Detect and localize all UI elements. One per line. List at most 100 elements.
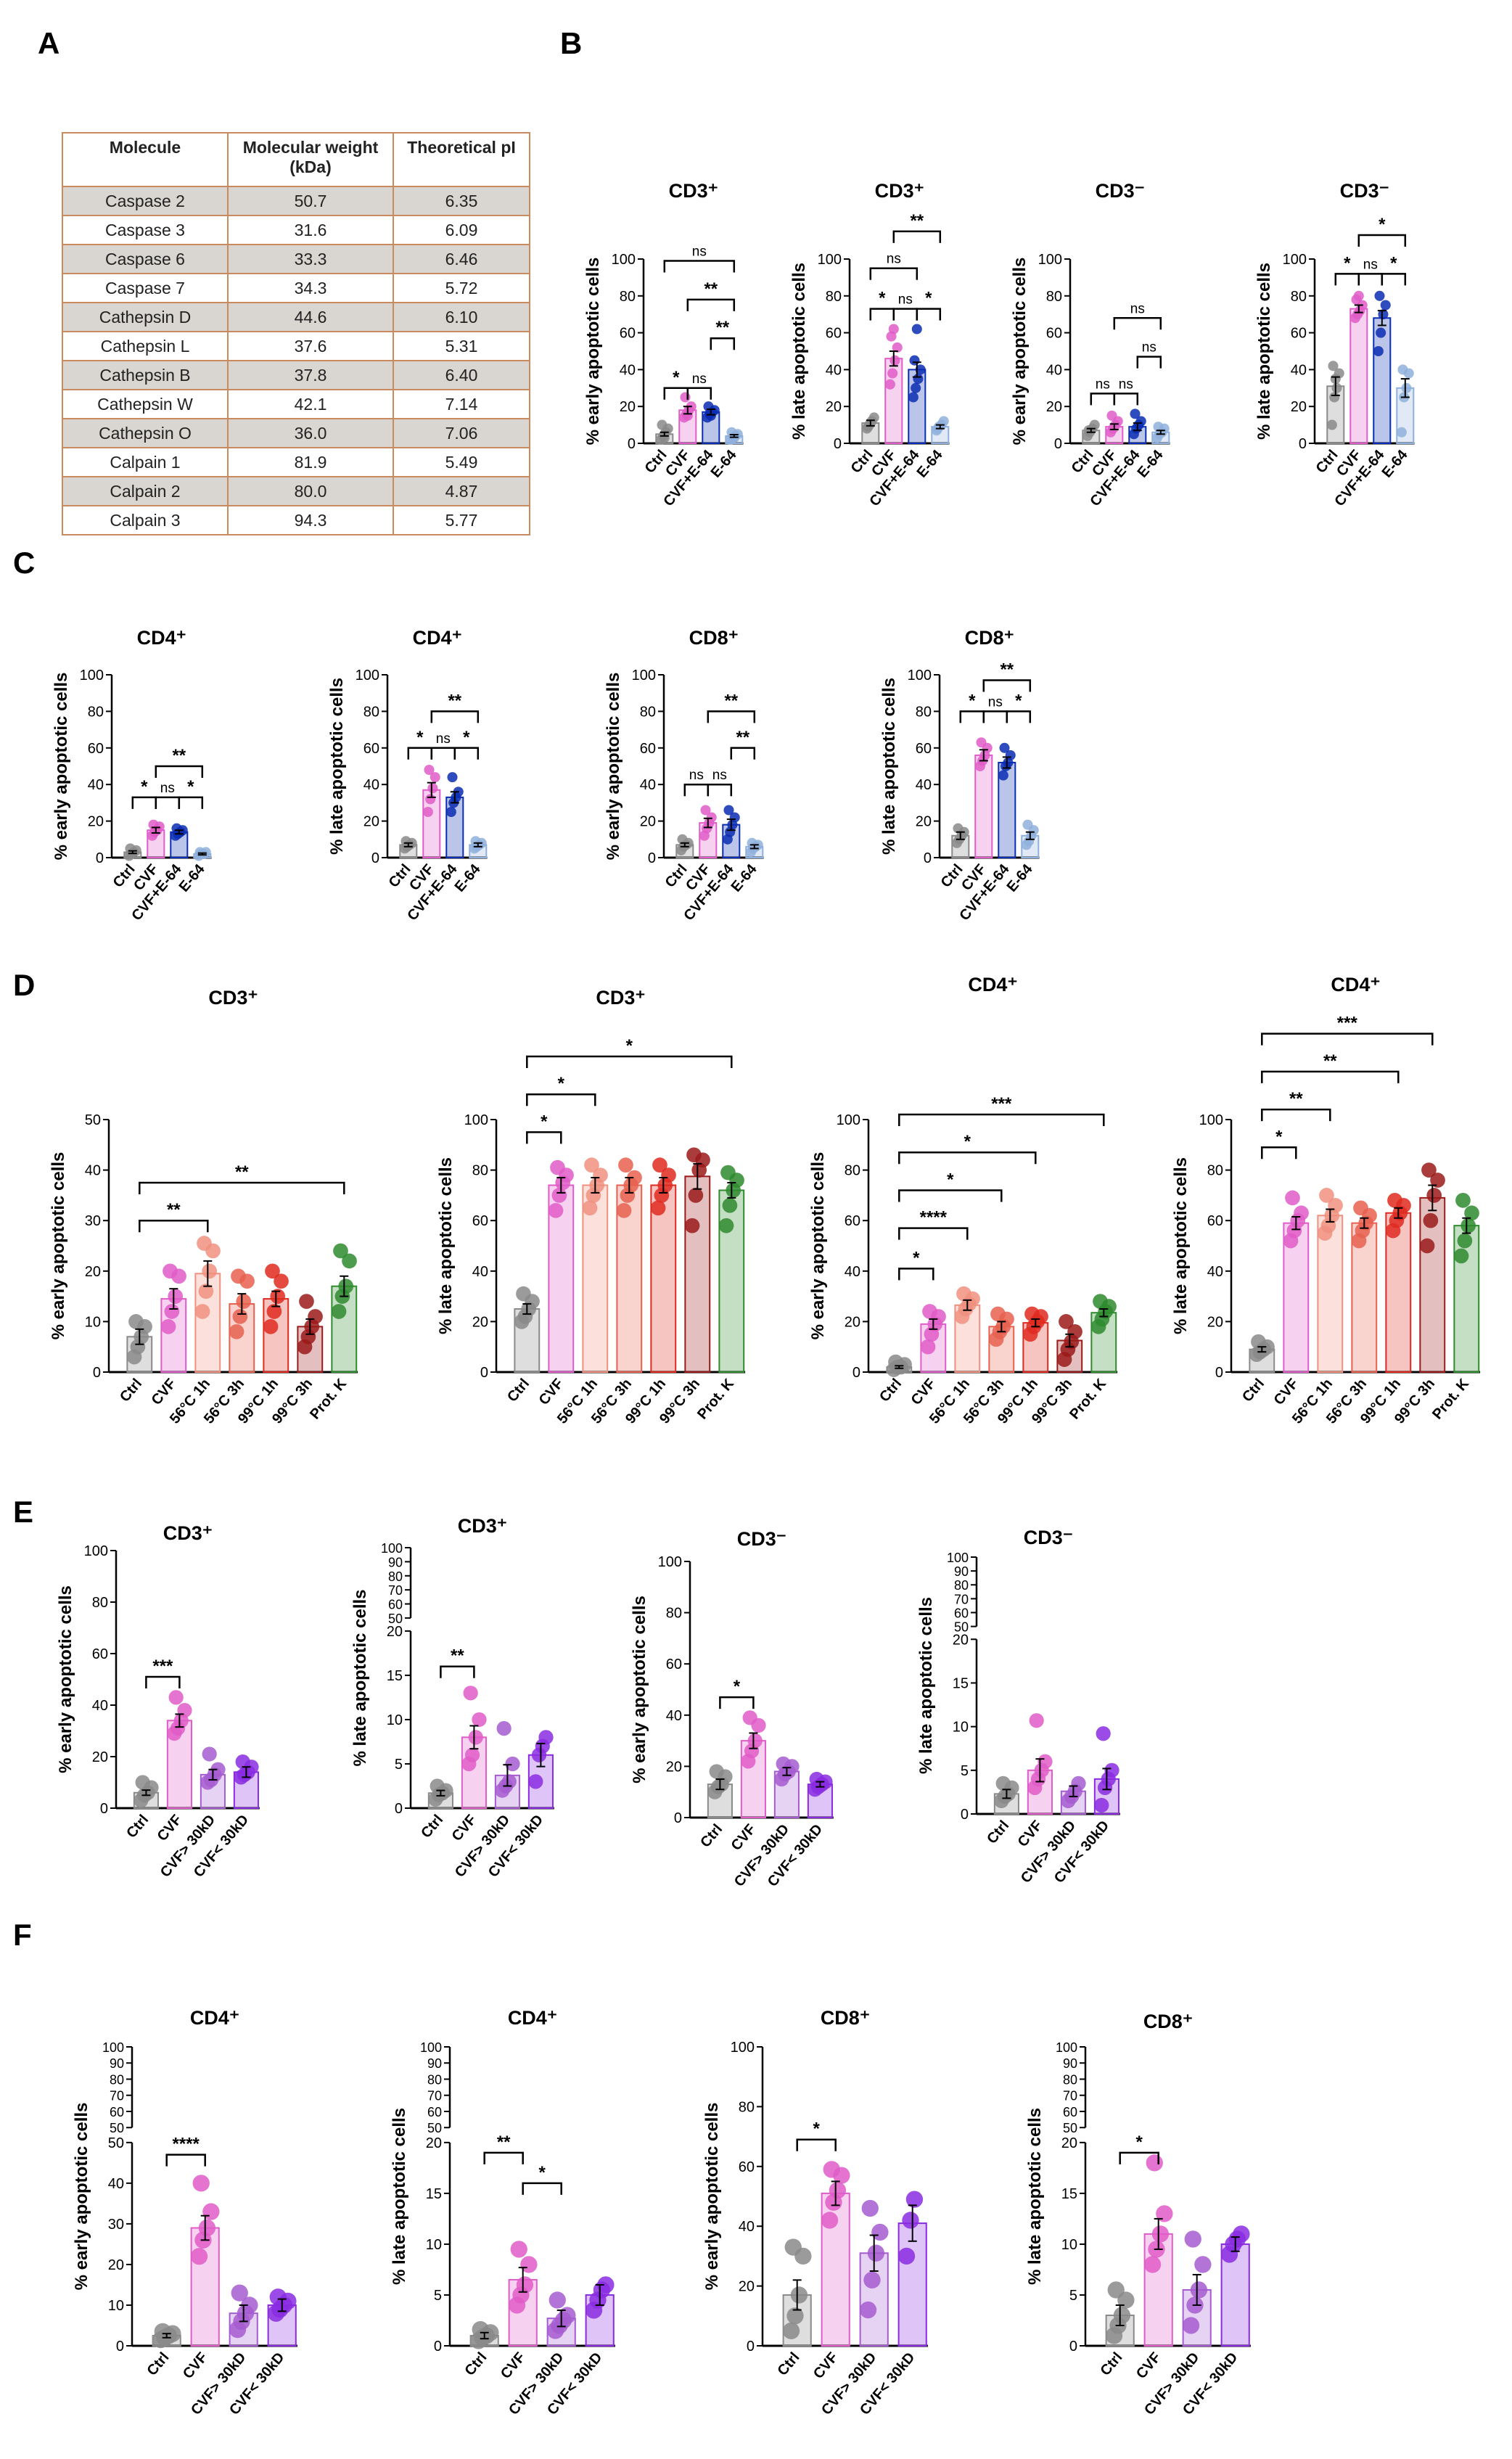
y-tick-label: 20: [666, 1759, 682, 1775]
significance-bracket: [1113, 393, 1139, 406]
y-tick-label: 20: [1046, 399, 1062, 415]
data-point: [1457, 1233, 1473, 1249]
table-row: Caspase 2 50.7 6.35: [62, 186, 530, 216]
data-point: [236, 1294, 252, 1309]
data-point: [909, 355, 920, 366]
y-tick-label: 0: [1299, 436, 1307, 452]
panel-label-d: D: [13, 968, 36, 1002]
data-point: [809, 1771, 824, 1787]
y-tick-label: 40: [108, 2176, 124, 2192]
significance-bracket: [663, 260, 736, 273]
data-point: [1331, 382, 1342, 393]
x-tick-label: Ctrl: [123, 1812, 152, 1842]
chart-d2: 0 20 40 60 80 100 CD3⁺ % late apoptotic cells Ct…: [436, 987, 746, 1427]
y-tick-label: 10: [387, 1712, 403, 1728]
significance-label: ns: [1363, 257, 1378, 272]
data-point: [1107, 2281, 1125, 2299]
y-tick-label: 0: [961, 1807, 969, 1823]
data-point: [911, 324, 922, 334]
significance-bracket: [1261, 1146, 1297, 1159]
significance-bracket: [1090, 393, 1116, 406]
significance-bracket: [796, 2138, 837, 2151]
table-row: Caspase 7 34.3 5.72: [62, 273, 530, 303]
y-tick-label: 20: [1061, 2135, 1077, 2151]
data-point: [953, 823, 964, 834]
y-tick-label: 20: [88, 814, 104, 830]
data-point: [210, 1762, 226, 1777]
data-point: [197, 1236, 212, 1251]
y-tick-label: 10: [1061, 2237, 1077, 2253]
x-tick-label: CVF: [149, 1376, 180, 1408]
data-point: [1151, 2225, 1170, 2243]
data-point: [618, 1157, 633, 1173]
significance-bracket: [707, 783, 733, 797]
data-point: [241, 2296, 258, 2314]
y-tick-label: 20: [472, 1314, 488, 1330]
table-row: Cathepsin L 37.6 5.31: [62, 331, 530, 361]
y-axis-label: % late apoptotic cells: [1171, 1157, 1191, 1334]
data-point: [232, 1309, 248, 1324]
data-point: [1426, 1188, 1442, 1203]
data-point: [1376, 327, 1386, 338]
significance-label: **: [910, 211, 924, 231]
chart-title: CD3⁺: [669, 180, 718, 202]
data-point: [1024, 1306, 1040, 1322]
bar-6: [1453, 1225, 1480, 1374]
data-point: [1455, 1193, 1471, 1208]
y-tick-label: 60: [666, 1657, 682, 1672]
significance-label: *: [1275, 1127, 1283, 1146]
y-tick-label: 5: [961, 1763, 969, 1779]
y-tick-label: 80: [472, 1163, 488, 1179]
y-tick-label: 20: [640, 814, 656, 830]
y-tick-label: 80: [388, 1569, 403, 1584]
data-point: [887, 368, 898, 379]
chart-title: CD4⁺: [508, 2007, 557, 2029]
data-point: [718, 1218, 734, 1233]
y-tick-label: 80: [954, 1578, 969, 1593]
data-point: [627, 1170, 642, 1186]
data-point: [231, 2284, 248, 2302]
x-tick-label: CVF: [155, 1812, 186, 1844]
data-point: [1156, 2205, 1173, 2222]
y-tick-label: 80: [826, 289, 842, 305]
cell-molecular-weight: 80.0: [227, 476, 394, 506]
significance-bracket: [898, 1113, 1105, 1127]
data-point: [231, 1268, 246, 1284]
data-point: [888, 324, 899, 334]
data-point: [338, 1278, 354, 1294]
significance-bracket: [1113, 317, 1162, 330]
significance-label: **: [715, 318, 729, 337]
significance-bracket: [453, 747, 480, 760]
data-point: [463, 1686, 478, 1701]
y-tick-label: 10: [85, 1314, 101, 1330]
chart-title: CD3⁺: [596, 987, 645, 1009]
data-point: [786, 2307, 804, 2325]
data-point: [999, 742, 1010, 753]
chart-title: CD3⁻: [1024, 1527, 1073, 1548]
x-tick-label: CVF: [536, 1376, 567, 1408]
x-tick-label: Ctrl: [1098, 2349, 1126, 2379]
data-point: [472, 2320, 489, 2339]
significance-bracket: [407, 747, 433, 760]
data-point: [1059, 1314, 1074, 1329]
data-point: [1251, 1334, 1266, 1350]
data-point: [520, 2256, 538, 2273]
y-tick-label: 100: [1056, 2040, 1077, 2055]
data-point: [821, 2212, 839, 2229]
significance-bracket: [898, 1268, 934, 1281]
y-tick-label: 100: [658, 1554, 682, 1570]
data-point: [163, 1263, 178, 1279]
significance-bracket: [1261, 1108, 1331, 1122]
y-tick-label: 40: [1207, 1264, 1223, 1280]
data-point: [1353, 290, 1364, 301]
y-tick-label: 40: [92, 1698, 108, 1714]
y-axis-label: % late apoptotic cells: [916, 1597, 936, 1774]
data-point: [171, 823, 182, 834]
chart-title: CD3⁻: [1096, 180, 1145, 202]
significance-label: **: [1289, 1089, 1303, 1109]
y-tick-label: 50: [954, 1620, 969, 1635]
